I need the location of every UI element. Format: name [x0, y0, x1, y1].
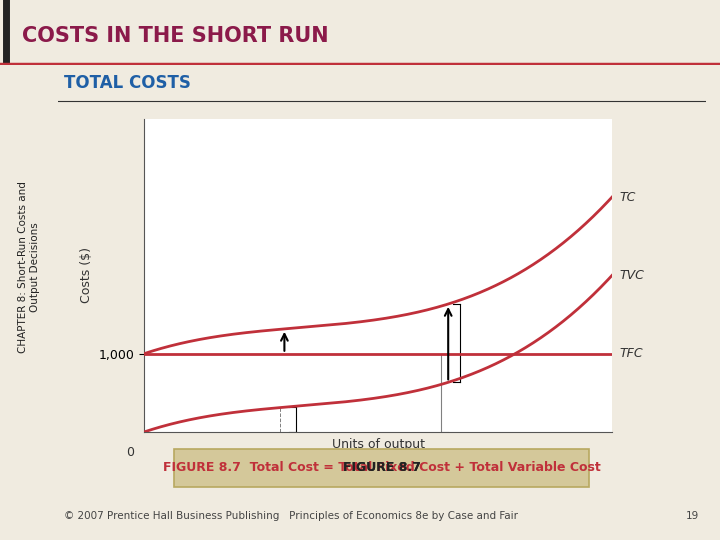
- Text: FIGURE 8.7  Total Cost = Total Fixed Cost + Total Variable Cost: FIGURE 8.7 Total Cost = Total Fixed Cost…: [163, 461, 600, 474]
- Text: FIGURE 8.7: FIGURE 8.7: [343, 461, 420, 474]
- Text: 19: 19: [686, 511, 699, 521]
- Text: COSTS IN THE SHORT RUN: COSTS IN THE SHORT RUN: [22, 25, 328, 46]
- Y-axis label: Costs ($): Costs ($): [80, 247, 93, 303]
- Text: TC: TC: [619, 191, 635, 204]
- Text: © 2007 Prentice Hall Business Publishing   Principles of Economics 8e by Case an: © 2007 Prentice Hall Business Publishing…: [64, 511, 518, 521]
- Text: CHAPTER 8: Short-Run Costs and
Output Decisions: CHAPTER 8: Short-Run Costs and Output De…: [18, 181, 40, 353]
- Text: TVC: TVC: [619, 269, 644, 282]
- Text: TOTAL COSTS: TOTAL COSTS: [64, 74, 191, 92]
- Text: TFC: TFC: [619, 347, 643, 360]
- Text: FIGURE 8.7: FIGURE 8.7: [343, 461, 420, 474]
- X-axis label: Units of output: Units of output: [331, 437, 425, 450]
- Text: 0: 0: [126, 446, 134, 459]
- FancyBboxPatch shape: [174, 449, 589, 487]
